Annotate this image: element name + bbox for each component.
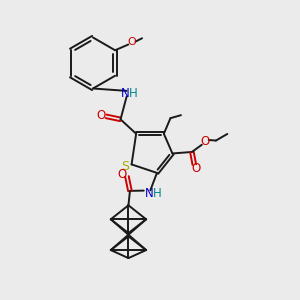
- Text: N: N: [145, 188, 154, 200]
- Text: H: H: [153, 188, 161, 200]
- Text: N: N: [121, 87, 130, 100]
- Text: O: O: [200, 135, 210, 148]
- Text: O: O: [191, 162, 200, 175]
- Text: O: O: [97, 109, 106, 122]
- Text: S: S: [121, 160, 129, 173]
- Text: O: O: [117, 168, 126, 181]
- Text: H: H: [129, 87, 137, 100]
- Text: O: O: [128, 37, 136, 47]
